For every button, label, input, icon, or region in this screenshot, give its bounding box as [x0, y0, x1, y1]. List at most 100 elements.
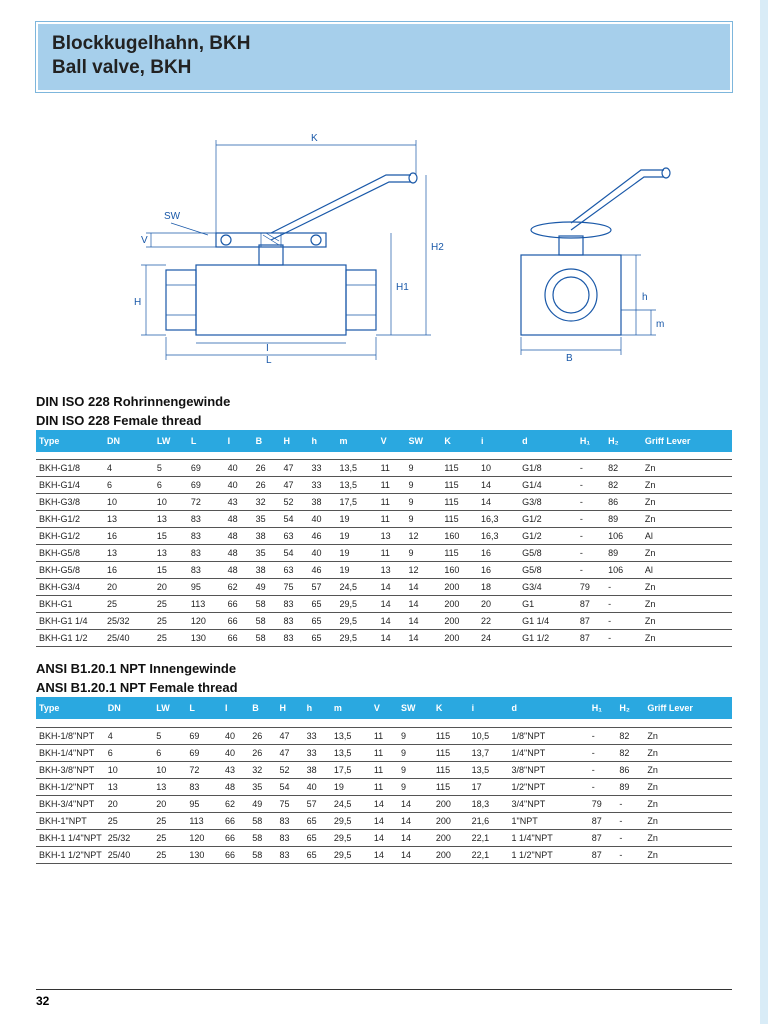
cell: 52 — [281, 494, 309, 511]
cell: 87 — [577, 596, 605, 613]
cell: 58 — [249, 812, 276, 829]
cell: 83 — [281, 596, 309, 613]
cell: 40 — [225, 477, 253, 494]
cell: 46 — [309, 562, 337, 579]
cell: 65 — [304, 846, 331, 863]
cell: 46 — [309, 528, 337, 545]
table-row: BKH-1 1/2"NPT25/40251306658836529,514142… — [36, 846, 732, 863]
cell: 48 — [225, 562, 253, 579]
cell: 130 — [186, 846, 222, 863]
cell: - — [589, 744, 617, 761]
cell: 13 — [104, 511, 154, 528]
cell: - — [616, 829, 644, 846]
cell: 14 — [398, 846, 433, 863]
cell: 87 — [577, 630, 605, 647]
cell: 11 — [378, 494, 406, 511]
cell: 16,3 — [478, 528, 519, 545]
table-row: BKH-G5/81615834838634619131216016G5/8-10… — [36, 562, 732, 579]
cell: - — [605, 596, 642, 613]
cell: 25 — [154, 596, 188, 613]
cell: 25 — [153, 846, 186, 863]
cell: 83 — [281, 613, 309, 630]
table-row: BKH-1/8"NPT45694026473313,511911510,51/8… — [36, 727, 732, 744]
cell: G1 1/2 — [519, 630, 577, 647]
cell: 29,5 — [331, 812, 371, 829]
cell: 14 — [378, 596, 406, 613]
cell: - — [605, 630, 642, 647]
cell: 25 — [153, 812, 186, 829]
cell: 86 — [605, 494, 642, 511]
cell: - — [577, 511, 605, 528]
technical-drawing: K SW V H L I H1 H2 — [46, 110, 722, 380]
cell: - — [589, 761, 617, 778]
cell: 48 — [222, 778, 249, 795]
svg-text:V: V — [141, 235, 148, 246]
cell: 25 — [154, 630, 188, 647]
col-header: B — [249, 697, 276, 719]
table-row: BKH-G1/466694026473313,511911514G1/4-82Z… — [36, 477, 732, 494]
cell: 25 — [153, 829, 186, 846]
cell: 115 — [441, 511, 478, 528]
table-row: BKH-G1 1/425/32251206658836529,514142002… — [36, 613, 732, 630]
cell: 11 — [371, 761, 398, 778]
cell: - — [589, 727, 617, 744]
cell: 115 — [441, 460, 478, 477]
cell: Zn — [644, 846, 732, 863]
cell: 66 — [222, 829, 249, 846]
cell: Zn — [642, 630, 732, 647]
cell: BKH-G5/8 — [36, 562, 104, 579]
cell: 18 — [478, 579, 519, 596]
cell: 66 — [225, 596, 253, 613]
cell: 10,5 — [469, 727, 509, 744]
cell: 43 — [222, 761, 249, 778]
col-header: d — [519, 430, 577, 452]
cell: - — [577, 460, 605, 477]
table-row: BKH-G1/845694026473313,511911510G1/8-82Z… — [36, 460, 732, 477]
cell: 72 — [188, 494, 225, 511]
table-row: BKH-1 1/4"NPT25/32251206658836529,514142… — [36, 829, 732, 846]
cell: 38 — [253, 528, 281, 545]
cell: 200 — [433, 829, 469, 846]
cell: 13 — [154, 545, 188, 562]
col-header: V — [378, 430, 406, 452]
cell: 83 — [188, 528, 225, 545]
cell: 4 — [104, 460, 154, 477]
cell: 200 — [433, 795, 469, 812]
cell: 65 — [309, 613, 337, 630]
table-row: BKH-1/2"NPT1313834835544019119115171/2"N… — [36, 778, 732, 795]
table-subheading: ANSI B1.20.1 NPT Female thread — [36, 680, 732, 695]
svg-text:B: B — [566, 353, 573, 364]
cell: 20 — [105, 795, 153, 812]
cell: 14 — [398, 812, 433, 829]
cell: 17,5 — [336, 494, 377, 511]
table-row: BKH-G1/21615834838634619131216016,3G1/2-… — [36, 528, 732, 545]
cell: 10 — [153, 761, 186, 778]
cell: 40 — [225, 460, 253, 477]
table-row: BKH-G1 1/225/40251306658836529,514142002… — [36, 630, 732, 647]
cell: 29,5 — [336, 630, 377, 647]
col-header: SW — [406, 430, 442, 452]
cell: 10 — [478, 460, 519, 477]
cell: 14 — [378, 579, 406, 596]
cell: 10 — [154, 494, 188, 511]
cell: 24,5 — [336, 579, 377, 596]
cell: Al — [642, 562, 732, 579]
cell: 200 — [433, 846, 469, 863]
cell: 48 — [225, 528, 253, 545]
col-header: V — [371, 697, 398, 719]
cell: 160 — [441, 562, 478, 579]
svg-text:L: L — [266, 355, 272, 365]
cell: 40 — [304, 778, 331, 795]
cell: - — [616, 795, 644, 812]
cell: 25/32 — [104, 613, 154, 630]
cell: 40 — [309, 511, 337, 528]
cell: - — [589, 778, 617, 795]
col-header: Type — [36, 697, 105, 719]
cell: 95 — [186, 795, 222, 812]
cell: 115 — [441, 494, 478, 511]
cell: BKH-G1 — [36, 596, 104, 613]
col-header: I — [225, 430, 253, 452]
cell: 200 — [433, 812, 469, 829]
cell: 87 — [589, 812, 617, 829]
cell: 10 — [105, 761, 153, 778]
